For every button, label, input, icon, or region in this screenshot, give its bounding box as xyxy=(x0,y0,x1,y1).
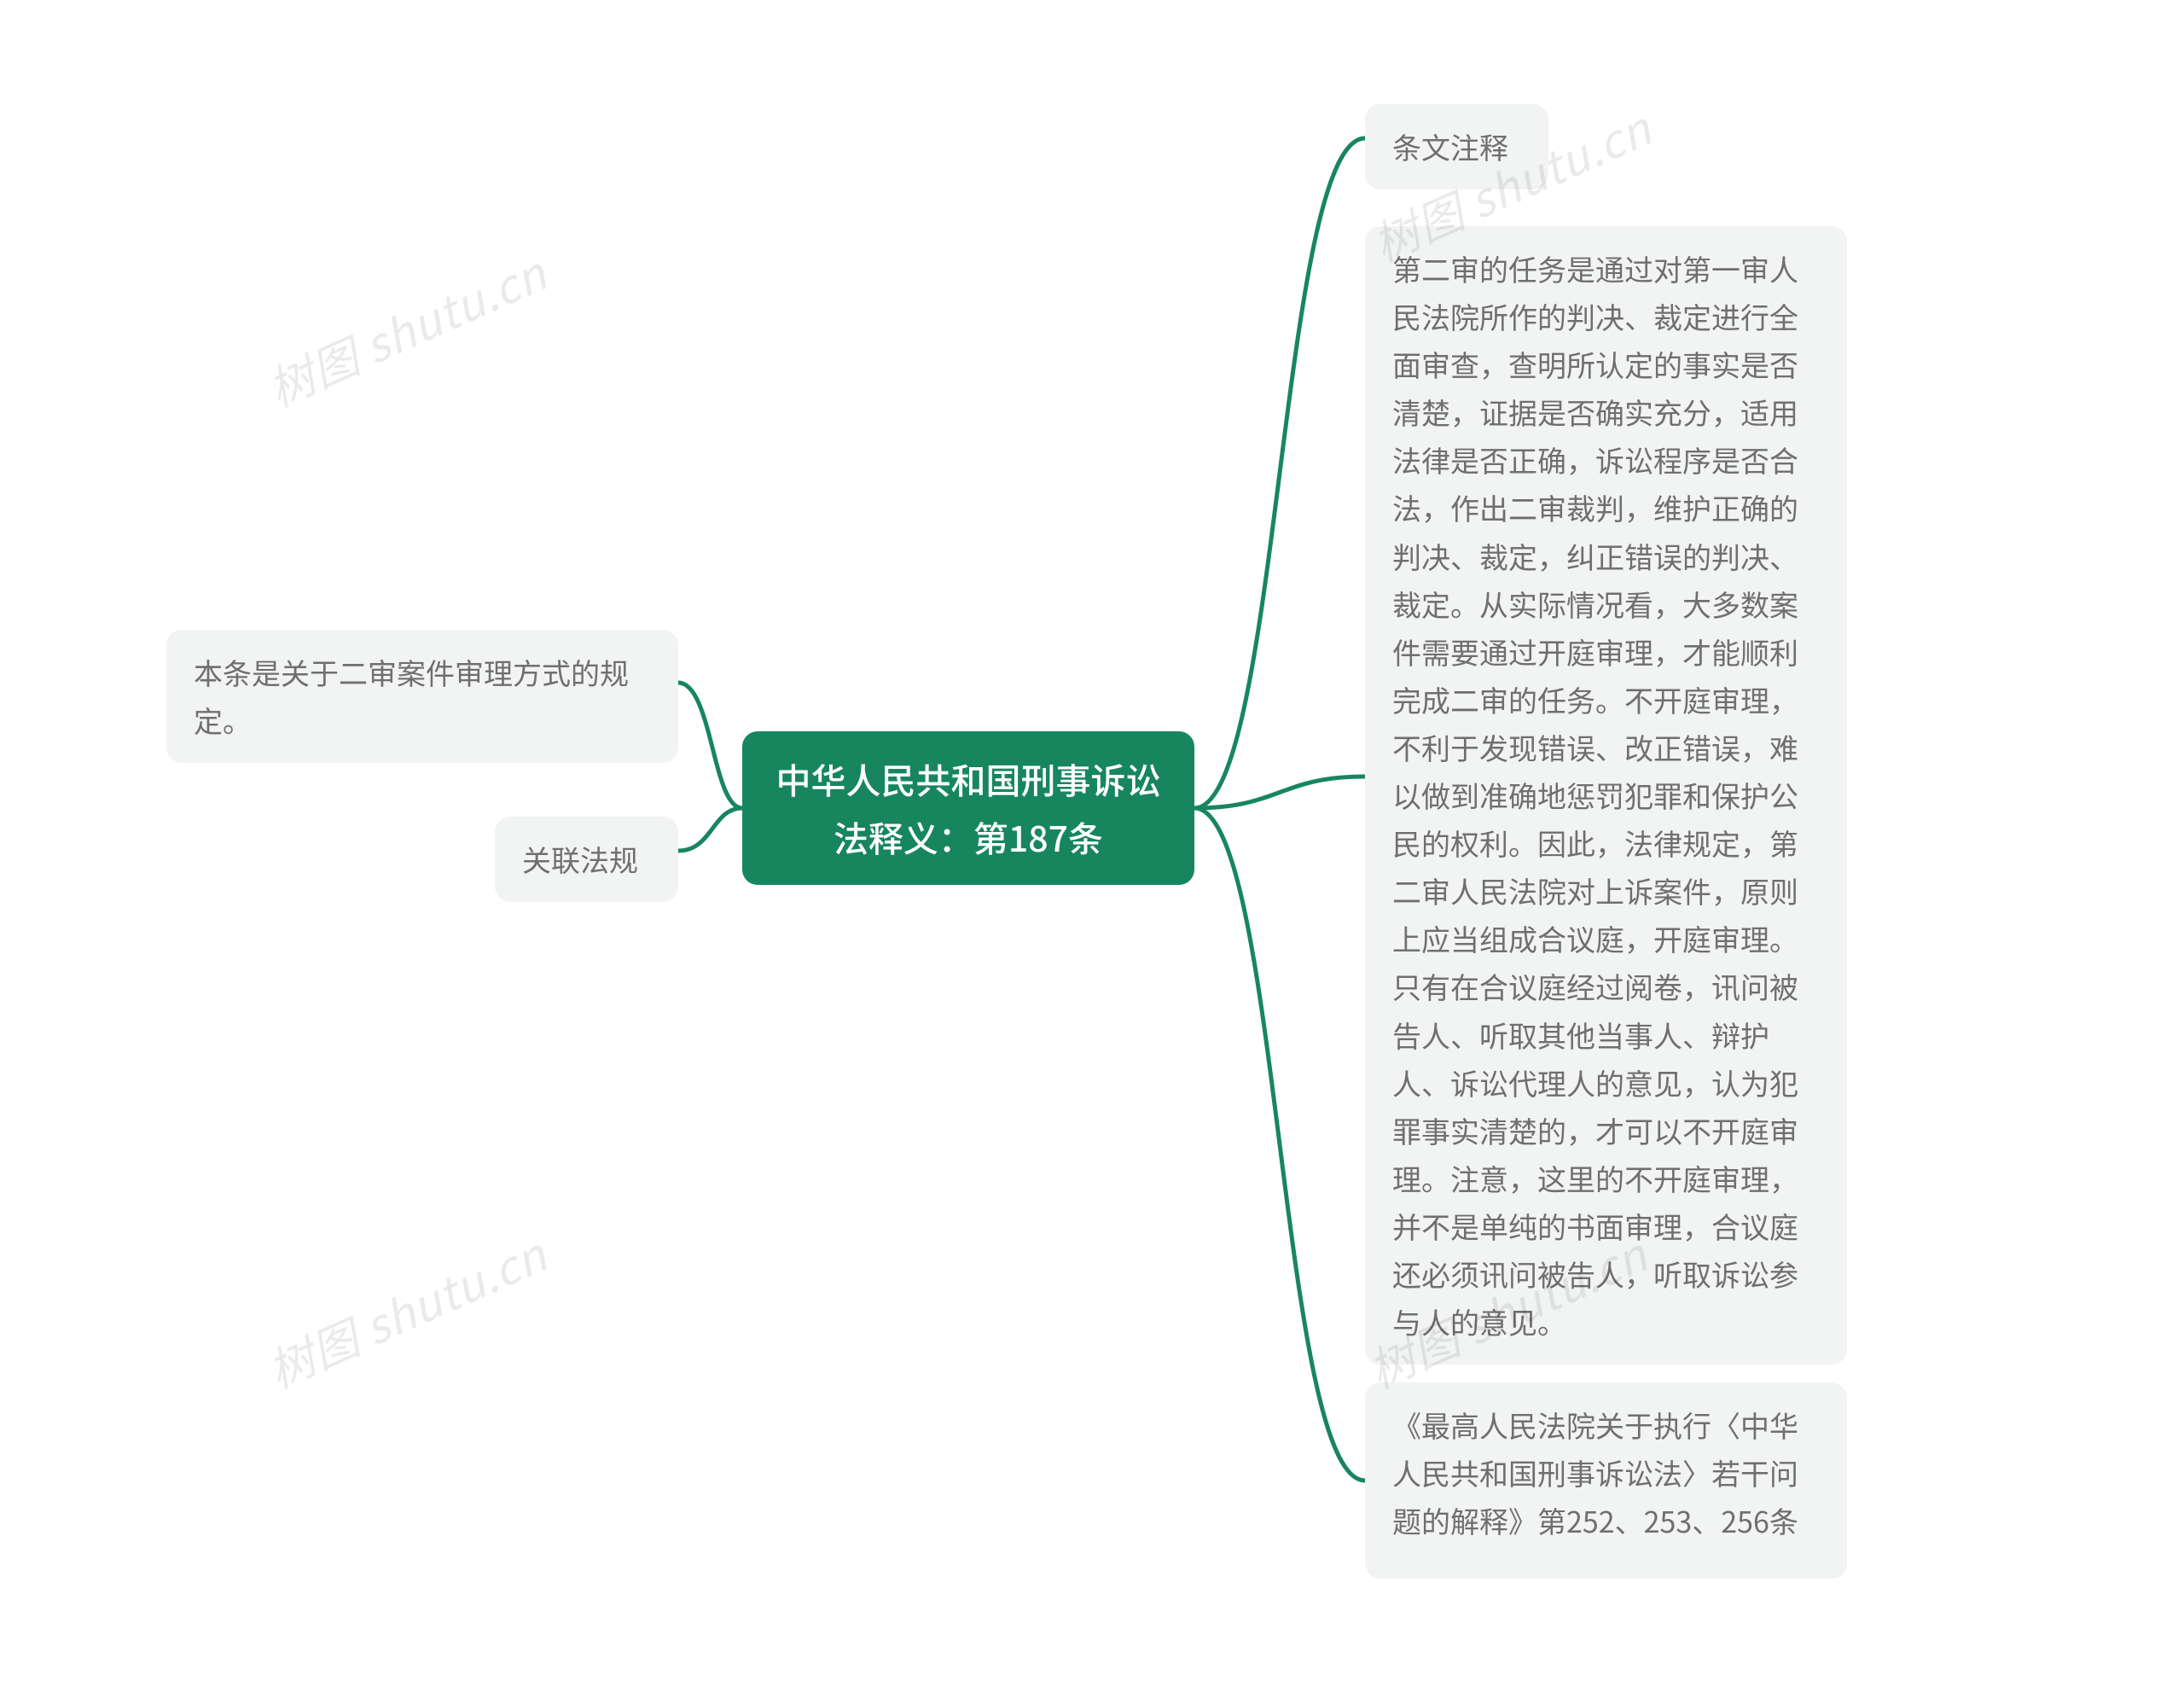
left-node-description[interactable]: 本条是关于二审案件审理方式的规定。 xyxy=(166,630,678,763)
root-line1: 中华人民共和国刑事诉讼 xyxy=(770,750,1167,808)
root-node[interactable]: 中华人民共和国刑事诉讼 法释义：第187条 xyxy=(742,731,1194,885)
watermark: 树图 shutu.cn xyxy=(256,237,556,420)
right-node-explanation[interactable]: 第二审的任务是通过对第一审人民法院所作的判决、裁定进行全面审查，查明所认定的事实… xyxy=(1365,226,1847,1364)
root-line2: 法释义：第187条 xyxy=(770,808,1167,866)
right-node-explanation-text: 第二审的任务是通过对第一审人民法院所作的判决、裁定进行全面审查，查明所认定的事实… xyxy=(1392,247,1798,1342)
right-node-reference-text: 《最高人民法院关于执行〈中华人民共和国刑事诉讼法〉若干问题的解释》第252、25… xyxy=(1392,1404,1798,1541)
left-node-related-law[interactable]: 关联法规 xyxy=(495,817,678,902)
left-node-description-text: 本条是关于二审案件审理方式的规定。 xyxy=(194,651,629,741)
mindmap-canvas: 中华人民共和国刑事诉讼 法释义：第187条 本条是关于二审案件审理方式的规定。 … xyxy=(0,0,2184,1699)
left-node-related-law-text: 关联法规 xyxy=(522,838,638,880)
right-node-reference[interactable]: 《最高人民法院关于执行〈中华人民共和国刑事诉讼法〉若干问题的解释》第252、25… xyxy=(1365,1382,1847,1579)
watermark: 树图 shutu.cn xyxy=(256,1219,556,1401)
